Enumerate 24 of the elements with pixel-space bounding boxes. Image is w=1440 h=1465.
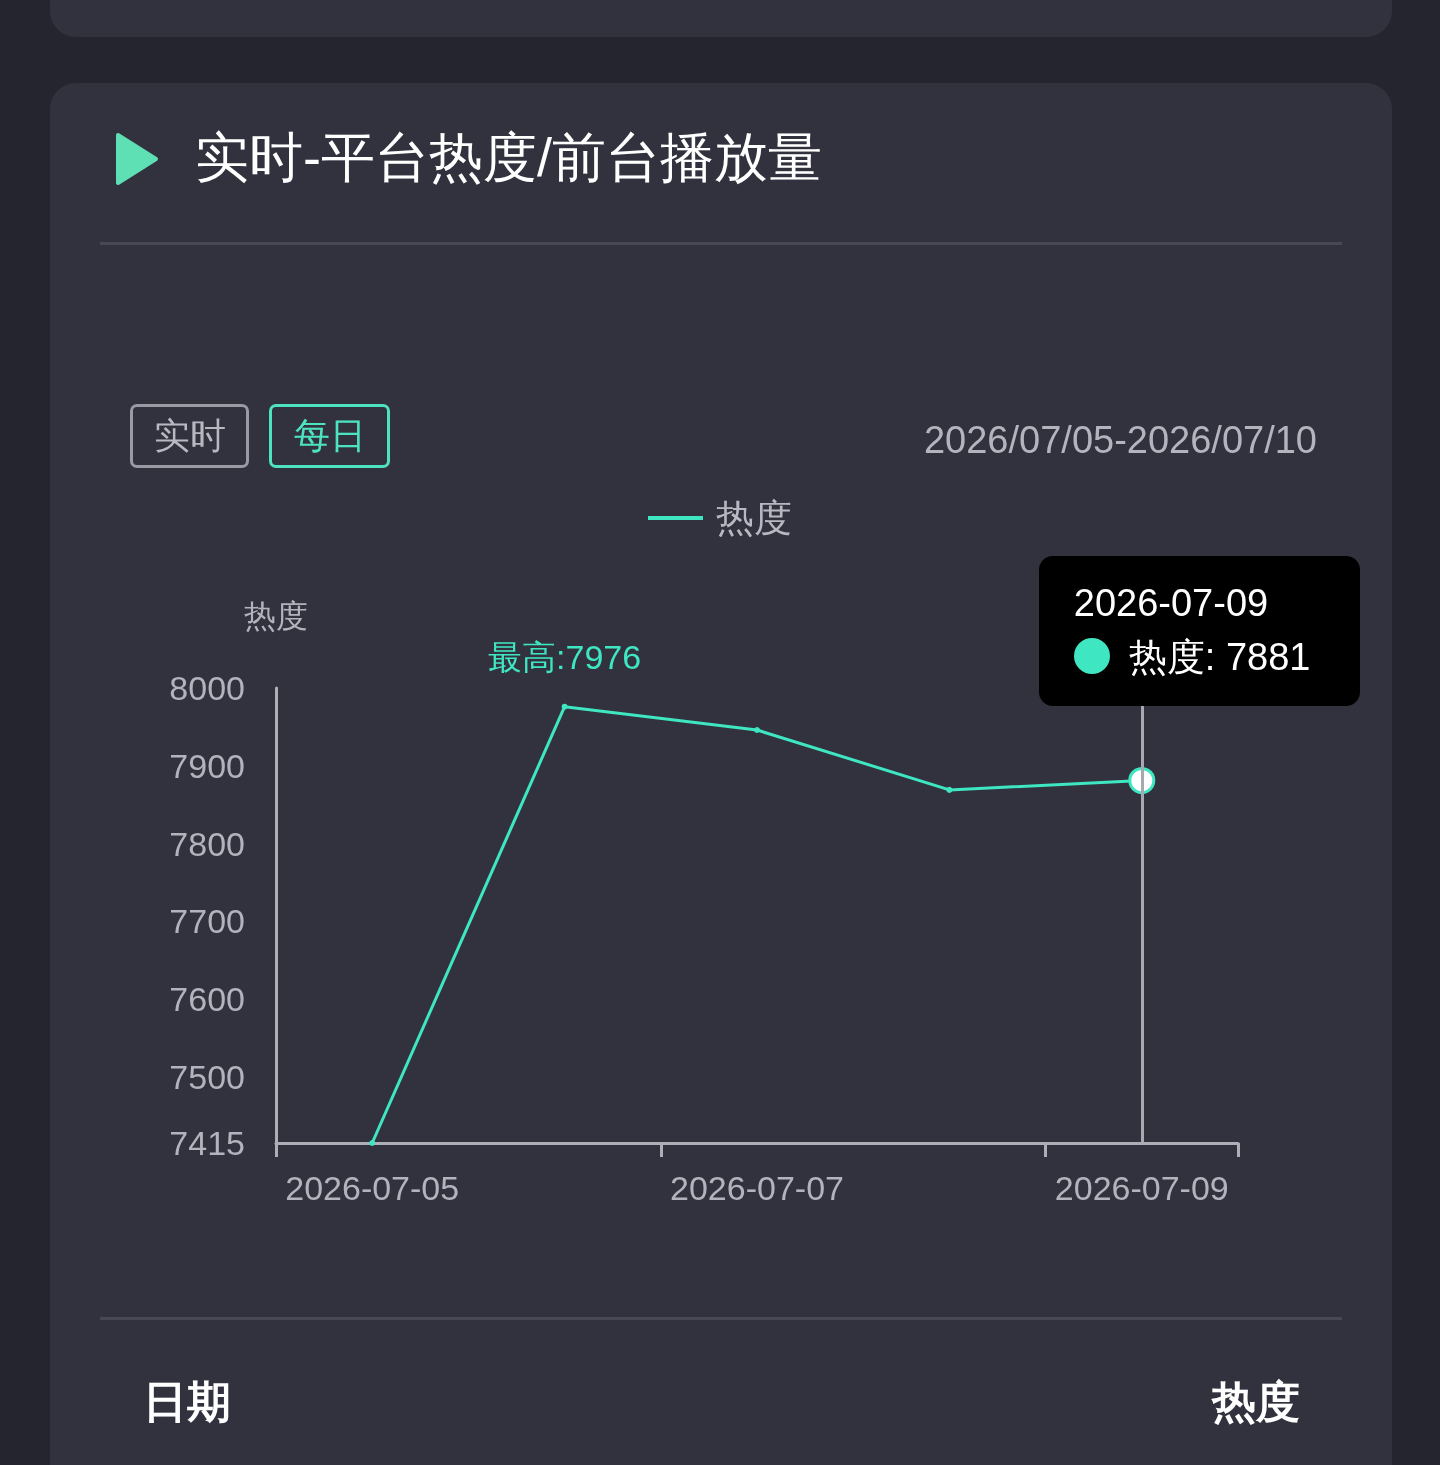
y-tick-label: 7500	[169, 1057, 245, 1096]
x-tick-label: 2026-07-05	[285, 1169, 460, 1207]
chart-title: 实时-平台热度/前台播放量	[195, 126, 822, 189]
y-tick-label: 7415	[169, 1124, 245, 1162]
point	[561, 703, 568, 710]
x-tick-label: 2026-07-09	[1054, 1169, 1229, 1207]
point	[369, 1140, 376, 1146]
data-label: 最高:7976	[488, 637, 642, 676]
y-tick-label: 8000	[169, 669, 245, 707]
text: 日期	[143, 1376, 231, 1428]
y-axis-title: 热度	[244, 598, 308, 634]
y-tick-label: 7900	[169, 746, 245, 785]
legend-label: 热度	[716, 497, 792, 539]
point	[754, 727, 760, 733]
toggle-button: 每日	[269, 404, 390, 468]
x-tick-label: 2026-07-07	[670, 1169, 844, 1207]
annotation: 2026-07-09 热度: 7881	[1073, 581, 1311, 678]
y-tick-label: 7800	[169, 824, 245, 863]
chart-subtitle: 2026/07/05-2026/07/10	[923, 418, 1317, 463]
point	[946, 786, 953, 793]
y-tick-label: 7700	[169, 902, 245, 941]
text: 热度	[1212, 1376, 1300, 1428]
y-tick-label: 7600	[169, 980, 245, 1019]
toggle-button: 实时	[130, 404, 249, 468]
